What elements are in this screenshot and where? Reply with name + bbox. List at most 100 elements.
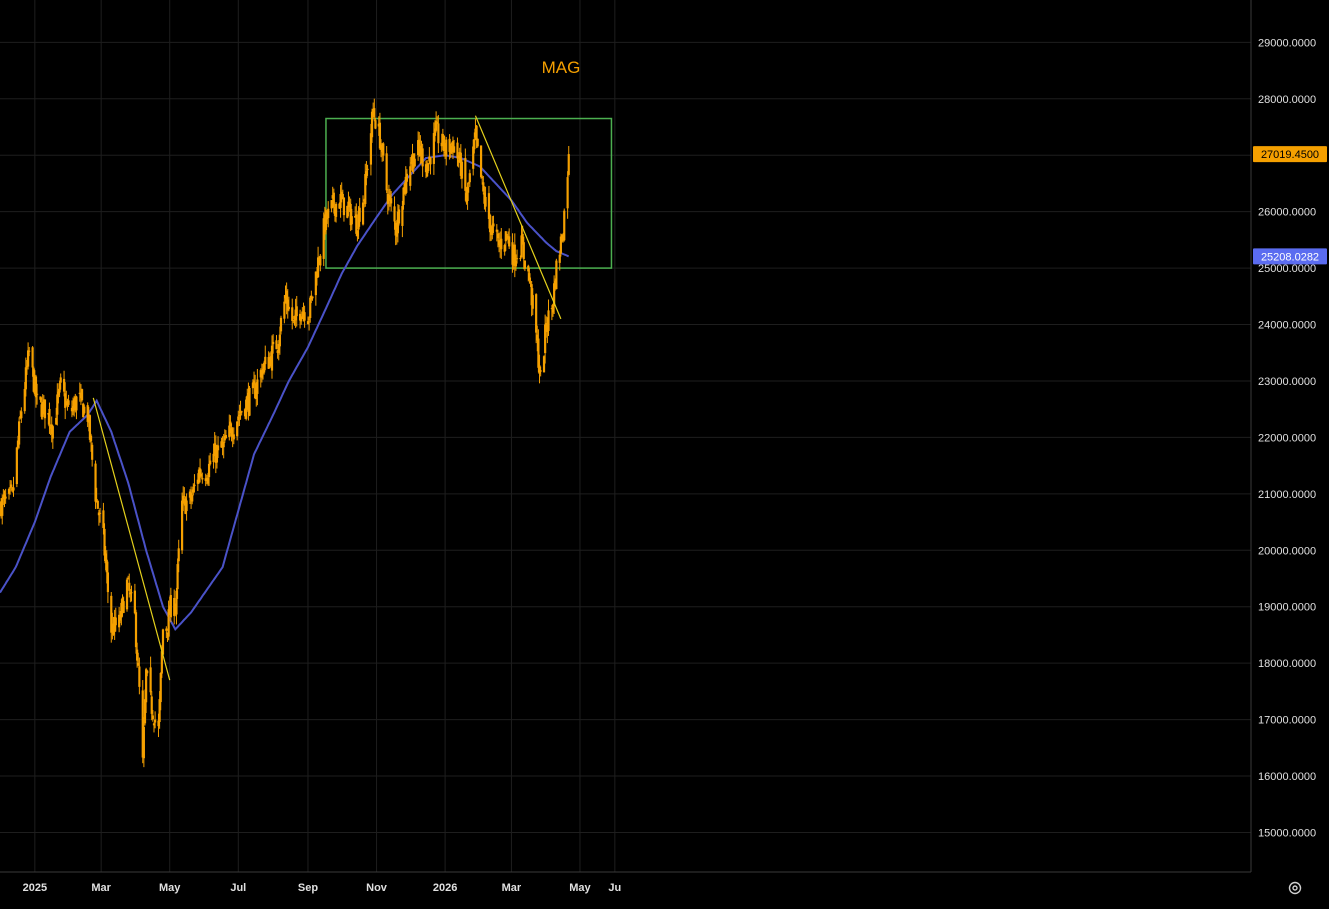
candle-body xyxy=(531,295,534,309)
candle-body xyxy=(528,273,531,281)
candle-body xyxy=(150,696,153,714)
candle-body xyxy=(393,206,396,222)
candle-body xyxy=(505,234,509,236)
candle-body xyxy=(279,317,283,332)
candle-body xyxy=(56,394,59,415)
x-tick-label: May xyxy=(159,882,181,894)
candle-body xyxy=(323,214,326,232)
range-box xyxy=(325,117,613,269)
candle-body xyxy=(294,309,297,321)
candle-body xyxy=(331,195,334,199)
candle-body xyxy=(80,389,84,401)
candle-body xyxy=(252,380,256,385)
candle-body xyxy=(441,134,444,145)
candle-body xyxy=(192,486,195,493)
candle-body xyxy=(390,198,393,204)
candle-body xyxy=(403,183,406,192)
candle-body xyxy=(1,498,4,516)
candle-body xyxy=(18,421,21,445)
candle-body xyxy=(40,404,43,417)
candle-body xyxy=(91,444,94,460)
candle-body xyxy=(70,407,74,412)
candle-body xyxy=(146,670,149,674)
candle-body xyxy=(560,235,564,242)
candle-body xyxy=(420,148,423,154)
candle-body xyxy=(12,487,15,491)
candle-body xyxy=(558,254,561,263)
candle-body xyxy=(409,166,412,186)
candle-body xyxy=(347,201,350,208)
candle-body xyxy=(2,496,5,498)
candle-body xyxy=(19,416,22,418)
candle-body xyxy=(500,238,503,250)
candle-body xyxy=(476,138,479,147)
candle-body xyxy=(457,160,460,163)
candle-body xyxy=(460,161,464,179)
candle-body xyxy=(342,197,346,216)
candle-body xyxy=(196,479,199,484)
candle-body xyxy=(112,625,115,635)
candle-body xyxy=(214,445,217,463)
candle-body xyxy=(75,396,78,411)
candle-body xyxy=(7,488,11,494)
candle-body xyxy=(332,192,335,208)
candle-body xyxy=(122,601,125,613)
candle-body xyxy=(120,602,123,618)
candle-body xyxy=(324,210,328,231)
candle-body xyxy=(410,162,413,164)
candle-body xyxy=(379,147,383,150)
candle-body xyxy=(325,212,329,220)
candle-body xyxy=(10,484,13,488)
last-price-tag xyxy=(1253,146,1327,163)
candle-body xyxy=(452,146,456,153)
candle-body xyxy=(247,392,250,412)
candle-body xyxy=(388,196,392,199)
candle-body xyxy=(95,498,98,502)
y-tick-label: 23000.0000 xyxy=(1258,376,1316,388)
candle-body xyxy=(449,145,452,154)
candle-body xyxy=(459,152,462,176)
candle-body xyxy=(125,579,129,610)
candle-body xyxy=(180,500,184,551)
candle-body xyxy=(404,176,407,194)
candle-body xyxy=(286,299,289,311)
candle-body xyxy=(25,365,29,368)
candle-body xyxy=(314,271,317,296)
candle-body xyxy=(223,435,226,441)
candle-body xyxy=(193,484,196,487)
candle-body xyxy=(492,223,495,227)
candle-body xyxy=(437,123,440,144)
candle-body xyxy=(129,592,132,595)
candle-body xyxy=(450,143,453,145)
x-tick-label: Ju xyxy=(608,882,621,894)
candle-body xyxy=(566,177,569,209)
candle-body xyxy=(47,413,50,415)
candle-body xyxy=(370,111,374,138)
candle-body xyxy=(104,553,107,564)
candle-body xyxy=(232,434,235,440)
candle-body xyxy=(248,387,251,416)
trendline xyxy=(92,397,171,681)
candle-body xyxy=(515,258,519,260)
candle-layer xyxy=(0,98,570,768)
candle-body xyxy=(73,399,76,411)
candle-body xyxy=(482,182,485,192)
candle-body xyxy=(546,328,549,332)
candle-body xyxy=(160,651,163,674)
candle-body xyxy=(79,392,83,399)
candle-body xyxy=(243,409,247,417)
candle-body xyxy=(544,324,547,354)
candle-body xyxy=(220,441,223,448)
chart-settings-button[interactable] xyxy=(1285,878,1305,898)
candle-body xyxy=(316,257,320,278)
candle-body xyxy=(421,148,424,167)
candle-body xyxy=(495,229,498,232)
candle-body xyxy=(268,357,271,366)
candle-body xyxy=(267,357,270,369)
candle-body xyxy=(35,393,39,395)
candle-body xyxy=(263,362,266,373)
candle-body xyxy=(27,350,30,367)
candle-body xyxy=(479,145,483,178)
